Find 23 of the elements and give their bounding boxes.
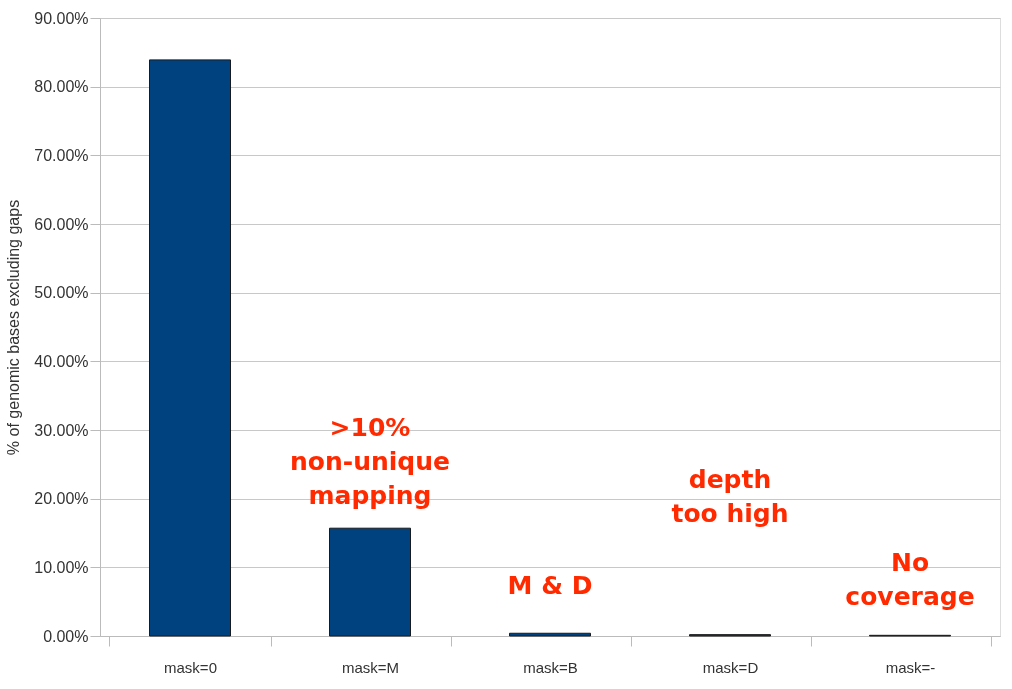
x-tick-label: mask=0	[164, 658, 217, 676]
x-tick-label: mask=M	[341, 658, 400, 676]
y-axis-title: % of genomic bases excluding gaps	[5, 199, 23, 456]
x-tick-label: mask=D	[702, 658, 759, 676]
annotation: M & D	[507, 571, 593, 600]
bar	[149, 59, 231, 637]
y-tick-label: 80.00%	[34, 78, 89, 96]
y-tick-label: 90.00%	[34, 9, 89, 27]
y-tick-label: 0.00%	[43, 627, 89, 645]
annotation: >10% non-unique mapping	[290, 413, 450, 510]
bar	[329, 527, 411, 637]
y-tick-label: 70.00%	[34, 146, 89, 164]
y-tick-label: 60.00%	[34, 215, 89, 233]
x-tick-label: mask=-	[885, 658, 936, 676]
y-tick-label: 20.00%	[34, 490, 89, 508]
y-tick-label: 30.00%	[34, 421, 89, 439]
y-tick-label: 50.00%	[34, 284, 89, 302]
y-tick-label: 10.00%	[34, 558, 89, 576]
y-tick-label: 40.00%	[34, 352, 89, 370]
x-tick-label: mask=B	[523, 658, 578, 676]
annotation: No coverage	[845, 548, 975, 611]
bar	[509, 632, 591, 637]
annotation: depth too high	[671, 465, 789, 528]
